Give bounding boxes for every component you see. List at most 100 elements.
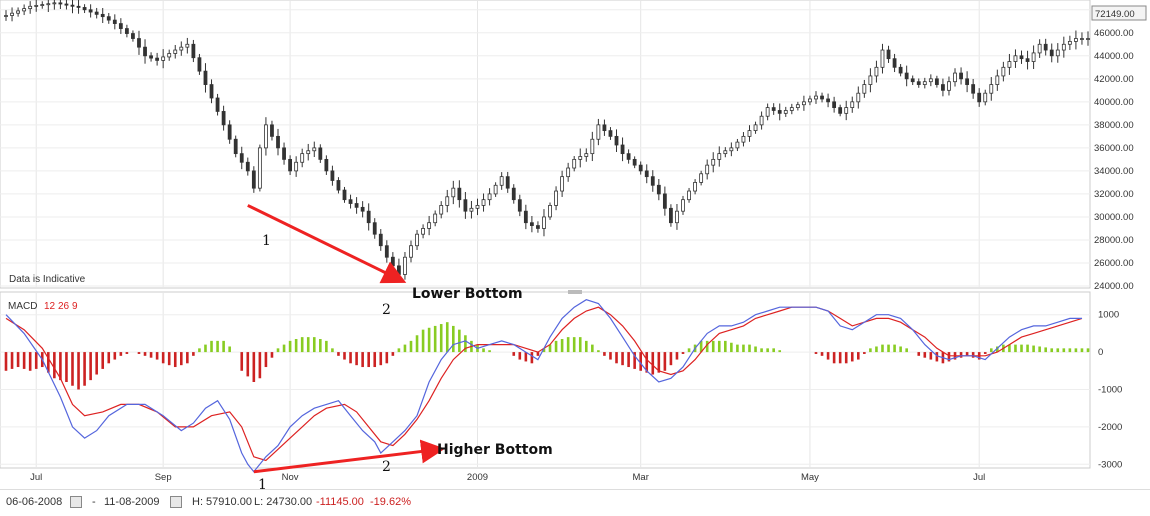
candle-body (669, 207, 673, 224)
histogram-bar (397, 348, 401, 353)
histogram-bar (391, 352, 395, 356)
panel-resize-handle[interactable] (568, 290, 582, 294)
candle-body (934, 78, 939, 85)
candle-body (318, 147, 323, 160)
candle-body (46, 3, 51, 6)
candle-body (1031, 52, 1036, 62)
date-from[interactable]: 06-06-2008 (6, 496, 63, 508)
candle-body (959, 72, 963, 80)
histogram-bar (609, 352, 612, 360)
candle-body (70, 4, 75, 7)
histogram-bar (186, 352, 189, 364)
x-tick-label: May (801, 472, 819, 483)
candle-body (384, 245, 389, 258)
histogram-bar (1062, 348, 1066, 353)
candle-body (34, 5, 39, 7)
histogram-bar (28, 352, 32, 371)
histogram-bar (748, 344, 751, 353)
histogram-bar (1008, 344, 1011, 353)
histogram-bar (681, 352, 685, 354)
calendar-icon[interactable] (170, 496, 182, 508)
histogram-bar (1032, 345, 1035, 353)
histogram-bar (379, 352, 383, 366)
candle-body (844, 107, 849, 114)
histogram-bar (421, 329, 425, 353)
histogram-bar (844, 352, 848, 364)
candle-body (270, 124, 274, 137)
histogram-bar (4, 352, 8, 371)
candle-body (560, 176, 565, 192)
candle-body (372, 222, 377, 235)
candle-body (366, 210, 371, 224)
histogram-bar (16, 352, 20, 368)
histogram-bar (343, 352, 346, 360)
histogram-bar (536, 352, 540, 356)
histogram-bar (1038, 346, 1041, 353)
candle-body (88, 9, 93, 13)
histogram-bar (826, 352, 830, 360)
y-tick-label: 34000.00 (1094, 166, 1134, 177)
histogram-bar (1020, 344, 1023, 353)
candle-body (953, 72, 957, 83)
histogram-bar (578, 337, 582, 353)
candle-body (523, 210, 528, 224)
candle-body (820, 95, 824, 100)
candle-body (118, 23, 123, 29)
macd-y-tick-label: -2000 (1098, 422, 1122, 433)
candle-body (348, 199, 353, 204)
histogram-bar (10, 352, 14, 369)
histogram-bar (621, 352, 624, 366)
candle-body (1067, 41, 1072, 45)
histogram-bar (863, 352, 866, 354)
histogram-bar (385, 352, 389, 364)
histogram-bar (331, 348, 334, 353)
candle-body (693, 182, 697, 192)
candle-body (312, 147, 317, 152)
candle-body (457, 187, 462, 201)
y-tick-label: 32000.00 (1094, 189, 1134, 200)
histogram-bar (173, 352, 177, 368)
histogram-bar (518, 352, 522, 360)
histogram-bar (355, 352, 358, 366)
candle-body (221, 111, 226, 126)
histogram-bar (705, 340, 709, 353)
x-tick-label: 2009 (467, 472, 488, 483)
histogram-bar (687, 348, 691, 353)
histogram-bar (935, 352, 939, 362)
candle-body (874, 66, 879, 77)
change-value: -11145.00 (316, 496, 364, 508)
macd-y-tick-label: -1000 (1098, 384, 1122, 395)
calendar-icon[interactable] (70, 496, 82, 508)
histogram-bar (639, 352, 642, 371)
histogram-bar (766, 348, 769, 353)
candles (4, 0, 1090, 282)
candle-body (469, 207, 474, 212)
candle-body (650, 176, 655, 186)
candle-body (608, 130, 613, 137)
date-to[interactable]: 11-08-2009 (104, 496, 160, 508)
candle-body (922, 81, 927, 85)
histogram-bar (306, 337, 310, 353)
y-axis: 24000.00 26000.00 28000.00 30000.00 32000.00… (1094, 5, 1134, 471)
candle-body (1049, 49, 1054, 57)
macd-arrow (253, 439, 446, 474)
histogram-bar (312, 337, 316, 353)
histogram-bar (240, 352, 244, 371)
histogram-bar (887, 344, 890, 353)
y-tick-label: 24000.00 (1094, 281, 1134, 292)
candle-body (620, 144, 625, 155)
histogram-bar (222, 340, 225, 353)
histogram-bar (929, 352, 933, 360)
candle-body (191, 43, 196, 59)
histogram-bar (989, 348, 993, 353)
candle-body (245, 161, 250, 172)
histogram-bar (89, 352, 92, 381)
candle-body (481, 199, 486, 206)
candle-body (179, 46, 184, 51)
x-tick-label: Jul (30, 472, 42, 483)
candle-body (941, 84, 945, 91)
candle-body (282, 147, 286, 160)
y-tick-label: 36000.00 (1094, 143, 1134, 154)
candle-body (626, 153, 631, 160)
annotations: 1 2 Lower Bottom 1 2 Higher Bottom (247, 204, 553, 493)
